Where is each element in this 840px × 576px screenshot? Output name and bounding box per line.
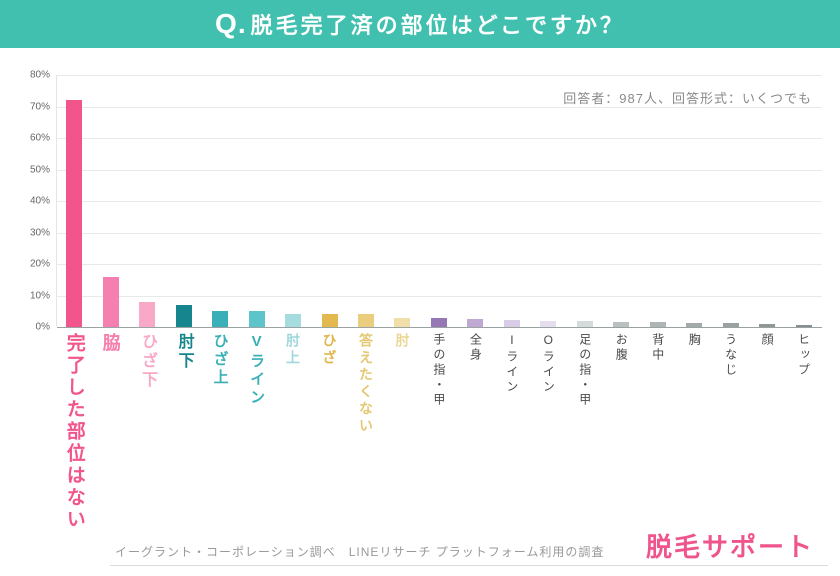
- bar: [66, 100, 83, 327]
- bar: [467, 319, 484, 327]
- y-tick-label: 40%: [29, 195, 50, 207]
- gridline: [57, 295, 822, 297]
- question-prefix: Q.: [215, 8, 247, 39]
- bar-label: お腹: [614, 333, 629, 363]
- y-tick-label: 80%: [29, 69, 50, 81]
- bar-label: Oライン: [541, 333, 556, 395]
- bar-label: 手の指・甲: [431, 333, 446, 408]
- y-axis: 0% 10% 20% 30% 40% 50% 60% 70% 80%: [22, 70, 56, 333]
- y-tick-label: 30%: [29, 227, 50, 238]
- bar-slot: 肘下: [165, 75, 201, 371]
- bar-label: Iライン: [504, 333, 519, 395]
- bar-label: ヒップ: [796, 333, 811, 378]
- bar-label: 背中: [650, 333, 665, 363]
- bar-label: 肘上: [285, 333, 302, 367]
- y-tick-label: 10%: [29, 290, 50, 301]
- bar-label: 完了した部位はない: [63, 333, 85, 531]
- bar: [102, 276, 119, 327]
- bar-slot: 脇: [92, 75, 128, 354]
- bar-slot: 答えたくない: [348, 75, 384, 435]
- bar-label: 肘: [394, 333, 411, 350]
- bar-slot: 肘: [384, 75, 420, 350]
- gridline: [57, 106, 822, 108]
- respondents-note: 回答者：987人、回答形式：いくつでも: [563, 91, 812, 106]
- bar-slot: 背中: [640, 75, 676, 363]
- bar: [212, 311, 229, 327]
- bar-label: 答えたくない: [357, 333, 374, 435]
- bar-slot: 胸: [676, 75, 712, 348]
- gridline: [57, 75, 822, 76]
- bar-label: ひざ下: [139, 333, 157, 390]
- brand-logo: 脱毛サポート: [645, 532, 814, 562]
- page-title: 脱毛完了済の部位はどこですか？: [250, 13, 625, 38]
- gridline: [57, 264, 822, 265]
- y-tick-label: 50%: [29, 164, 50, 175]
- bar: [394, 317, 411, 327]
- bar-slot: 全身: [457, 75, 493, 363]
- bar: [321, 314, 338, 327]
- bar-slot: Oライン: [530, 75, 566, 395]
- bars: 完了した部位はない脇ひざ下 肘下 ひざ上 Vライン 肘上 ひざ 答えたくない 肘 手の指・甲 全身…: [56, 75, 822, 531]
- bar-label: ひざ上: [211, 333, 229, 387]
- bar-slot: 完了した部位はない: [56, 75, 92, 531]
- bar: [613, 322, 630, 327]
- bar-slot: ひざ下: [129, 75, 165, 390]
- bar: [175, 304, 192, 327]
- bar: [795, 324, 812, 327]
- bar: [722, 323, 739, 327]
- y-tick-label: 60%: [29, 132, 50, 144]
- bar-slot: Iライン: [494, 75, 530, 395]
- bar: [540, 320, 557, 327]
- bar-label: うなじ: [723, 333, 738, 378]
- bar-label: 肘下: [175, 333, 193, 371]
- y-tick-label: 20%: [29, 258, 50, 270]
- gridlines: [56, 75, 822, 328]
- bar-slot: Vライン: [238, 75, 274, 407]
- bar: [139, 301, 156, 327]
- gridline: [57, 232, 822, 234]
- bar: [686, 322, 703, 327]
- bar-label: 胸: [687, 333, 702, 348]
- bar-label: ひざ: [321, 333, 338, 367]
- bar: [248, 311, 265, 327]
- bar-label: 足の指・甲: [577, 333, 592, 408]
- gridline: [57, 138, 822, 139]
- bar-slot: 足の指・甲: [567, 75, 603, 408]
- bottom-divider: [110, 565, 828, 566]
- bar: [576, 320, 593, 327]
- bar-slot: 顔: [749, 75, 785, 348]
- bar: [430, 317, 447, 327]
- bar-chart: 0% 10% 20% 30% 40% 50% 60% 70% 80% 完了した部位はない脇ひざ下…: [22, 70, 822, 545]
- bar: [759, 323, 776, 327]
- bar: [357, 314, 374, 327]
- bar-label: 顔: [760, 333, 775, 348]
- bar: [285, 314, 302, 327]
- y-tick-label: 70%: [29, 101, 50, 112]
- bar: [503, 320, 520, 327]
- y-tick-label: 0%: [35, 321, 50, 333]
- bar: [649, 322, 666, 327]
- bar-slot: うなじ: [712, 75, 748, 378]
- source-note: イーグラント・コーポレーション調べ LINEリサーチ プラットフォーム利用の調査: [115, 545, 605, 559]
- bar-slot: 肘上: [275, 75, 311, 367]
- bar-slot: ヒップ: [785, 75, 821, 378]
- gridline: [57, 201, 822, 202]
- bar-label: 脇: [100, 333, 121, 354]
- gridline: [57, 327, 822, 328]
- bar-slot: お腹: [603, 75, 639, 363]
- gridline: [57, 169, 822, 171]
- bar-slot: ひざ: [311, 75, 347, 367]
- plot-area: 完了した部位はない脇ひざ下 肘下 ひざ上 Vライン 肘上 ひざ 答えたくない 肘 手の指・甲 全身…: [56, 75, 822, 545]
- bar-label: Vライン: [248, 333, 266, 407]
- question-banner: Q. 脱毛完了済の部位はどこですか？: [0, 0, 840, 48]
- bar-slot: 手の指・甲: [421, 75, 457, 408]
- bar-label: 全身: [468, 333, 483, 363]
- bar-slot: ひざ上: [202, 75, 238, 387]
